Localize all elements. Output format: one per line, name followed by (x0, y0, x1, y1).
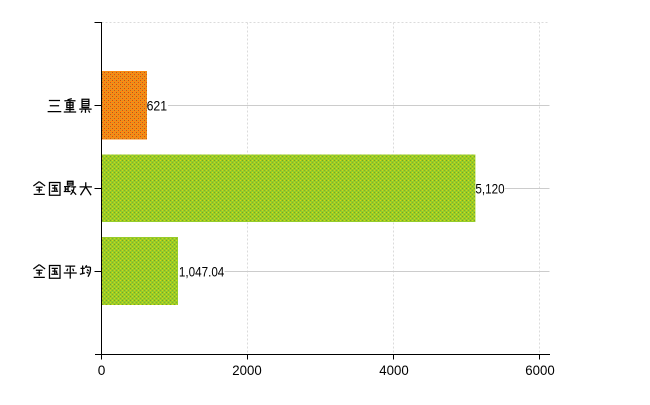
svg-text:621: 621 (147, 98, 168, 114)
svg-text:1,047.04: 1,047.04 (179, 264, 225, 280)
svg-text:4000: 4000 (379, 362, 409, 378)
svg-text:5,120: 5,120 (475, 181, 504, 197)
svg-text:0: 0 (98, 362, 106, 378)
svg-text:6000: 6000 (525, 362, 555, 378)
svg-text:2000: 2000 (232, 362, 262, 378)
